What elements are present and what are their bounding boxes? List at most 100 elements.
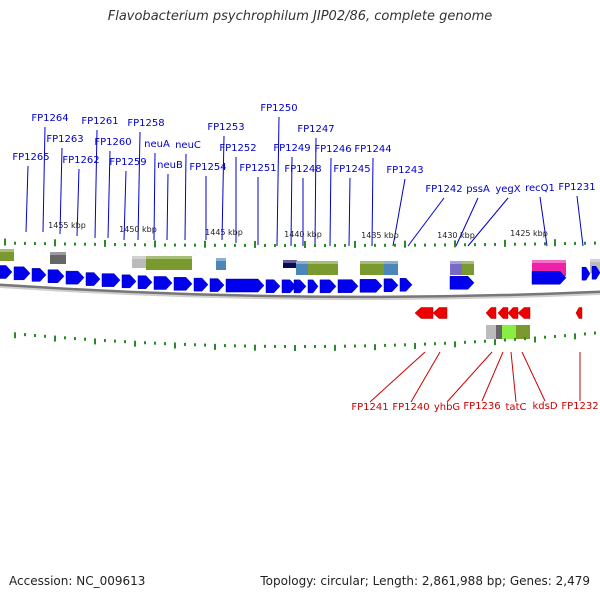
reverse-gene-arrow	[485, 307, 497, 319]
forward-gene-label: FP1252	[219, 143, 256, 154]
tick-dot	[524, 337, 526, 341]
tick-dot	[444, 341, 446, 345]
feature-box	[384, 261, 398, 275]
tick-dot	[354, 344, 356, 348]
tick-dot	[214, 343, 216, 350]
leader-line	[510, 351, 517, 403]
feature-highlight	[360, 261, 384, 264]
tick-dot	[494, 339, 496, 346]
tick-dot	[254, 240, 256, 248]
forward-gene-arrow	[581, 266, 591, 281]
tick-dot	[164, 243, 166, 247]
tick-dot	[54, 335, 56, 342]
forward-gene-label: FP1262	[62, 155, 99, 166]
genome-summary: Topology: circular; Length: 2,861,988 bp…	[260, 574, 590, 588]
forward-gene-label: neuA	[144, 139, 170, 150]
leader-line	[123, 170, 127, 241]
feature-highlight	[0, 249, 14, 252]
tick-dot	[34, 242, 36, 246]
forward-gene-label: FP1246	[314, 144, 351, 155]
forward-gene-label: neuC	[175, 140, 201, 151]
scale-label: 1445 kbp	[205, 228, 243, 237]
tick-dot	[424, 243, 426, 247]
tick-dot	[344, 344, 346, 348]
tick-dot	[344, 243, 346, 247]
tick-dot	[454, 341, 456, 348]
tick-dot	[324, 344, 326, 348]
tick-dot	[504, 338, 506, 342]
leader-line	[221, 135, 225, 241]
leader-line	[371, 157, 374, 247]
forward-gene-label: FP1263	[46, 134, 83, 145]
tick-dot	[274, 243, 276, 247]
reverse-gene-arrow	[575, 307, 583, 319]
feature-highlight	[450, 261, 462, 264]
tick-dot	[394, 243, 396, 247]
leader-line	[184, 153, 187, 241]
tick-dot	[584, 332, 586, 336]
forward-gene-arrow	[383, 278, 399, 293]
tick-dot	[414, 243, 416, 247]
scale-label: 1450 kbp	[119, 225, 157, 234]
tick-dot	[434, 342, 436, 346]
reverse-gene-arrow	[507, 307, 519, 319]
forward-gene-labels: FP1265 FP1264 FP1263 FP1262 FP1261 FP1260 FP12…	[12, 103, 595, 195]
tick-dot	[14, 332, 16, 339]
forward-gene-label: recQ1	[525, 183, 555, 194]
forward-gene-label: FP1264	[31, 113, 68, 124]
forward-gene-label: FP1258	[127, 118, 164, 129]
feature-box	[216, 258, 226, 270]
tick-dot	[594, 331, 596, 335]
tick-dot	[414, 342, 416, 349]
leader-line	[59, 147, 63, 235]
tick-dot	[24, 333, 26, 337]
tick-dot	[254, 344, 256, 351]
forward-gene-label: FP1251	[239, 163, 276, 174]
feature-highlight	[590, 259, 600, 262]
tick-dot	[94, 338, 96, 345]
tick-dot	[134, 340, 136, 347]
tick-dot	[44, 334, 46, 338]
tick-dot	[474, 243, 476, 247]
tick-dot	[514, 242, 516, 246]
tick-dot	[334, 344, 336, 351]
forward-gene-label: neuB	[157, 160, 183, 171]
leader-line	[410, 351, 441, 403]
feature-box	[308, 261, 338, 275]
tick-dot	[174, 342, 176, 349]
leader-line	[407, 197, 445, 247]
tick-dot	[374, 344, 376, 351]
feature-highlight	[296, 261, 308, 264]
forward-gene-arrow	[31, 268, 47, 282]
reverse-gene-arrow	[432, 307, 448, 319]
leader-line	[276, 116, 280, 247]
tick-dot	[64, 336, 66, 340]
feature-box	[462, 261, 474, 275]
feature-box	[50, 252, 66, 264]
tick-dot	[294, 344, 296, 351]
leader-line	[166, 173, 169, 241]
forward-gene-label: FP1265	[12, 152, 49, 163]
forward-gene-arrow	[173, 277, 193, 291]
tick-dot	[264, 344, 266, 348]
tick-dot	[154, 341, 156, 345]
tick-dot	[144, 341, 146, 345]
reverse-gene-label: yhbG	[434, 402, 460, 413]
tick-dot	[244, 243, 246, 247]
forward-gene-label: FP1242	[425, 184, 462, 195]
reverse-gene-arrow	[497, 307, 509, 319]
tick-dot	[574, 333, 576, 340]
leader-line	[392, 178, 406, 247]
tick-dot	[334, 243, 336, 247]
feature-box	[450, 261, 462, 275]
reverse-gene-label: kdsD	[532, 401, 557, 412]
tick-dot	[114, 339, 116, 343]
tick-dot	[394, 343, 396, 347]
scale-label: 1455 kbp	[48, 221, 86, 230]
forward-gene-arrow	[65, 270, 85, 285]
leader-line	[521, 351, 546, 402]
leader-line	[446, 351, 493, 403]
forward-gene-label: FP1244	[354, 144, 391, 155]
forward-gene-label: FP1243	[386, 165, 423, 176]
